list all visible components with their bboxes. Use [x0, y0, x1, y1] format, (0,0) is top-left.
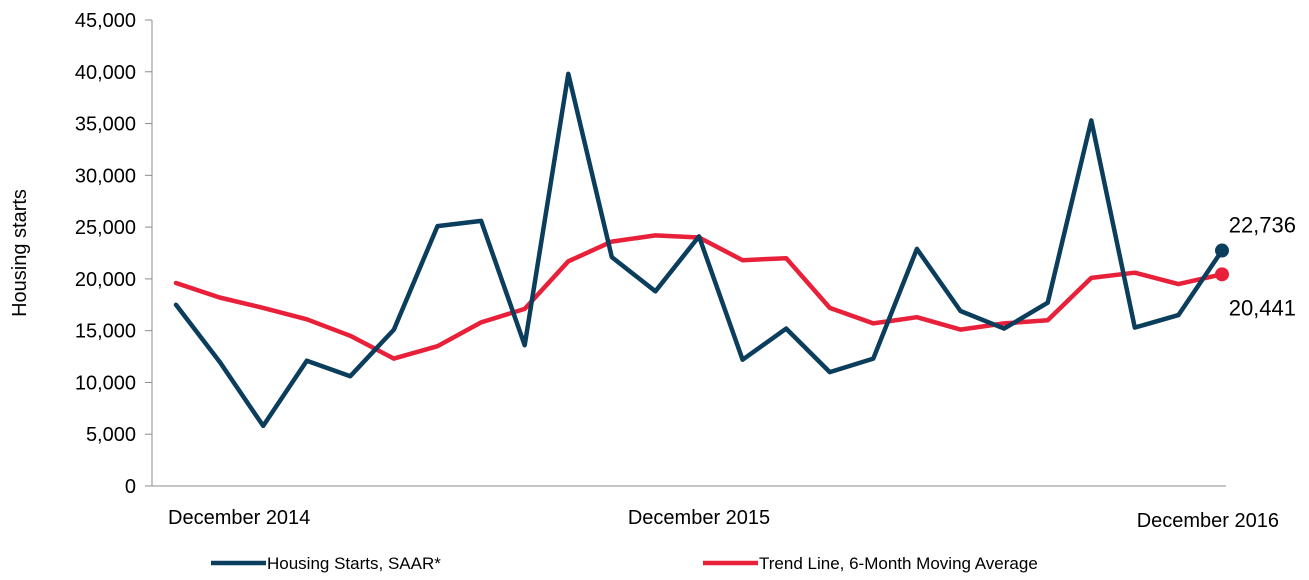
y-tick-label: 0	[125, 476, 136, 498]
legend-label-0: Housing Starts, SAAR*	[267, 554, 441, 573]
series-end-marker-1	[1215, 267, 1229, 282]
x-tick-label: December 2015	[628, 507, 770, 529]
y-tick-label: 10,000	[75, 372, 136, 394]
x-tick-label: December 2016	[1137, 510, 1279, 532]
y-tick-label: 35,000	[75, 114, 136, 136]
y-axis-title: Housing starts	[9, 189, 31, 317]
series-line-0	[173, 71, 1225, 429]
y-tick-label: 20,000	[75, 269, 136, 291]
legend: Housing Starts, SAAR* Trend Line, 6-Month…	[211, 554, 1038, 573]
y-tick-label: 25,000	[75, 217, 136, 239]
y-tick-label: 30,000	[75, 165, 136, 187]
series-end-marker-0	[1215, 243, 1229, 258]
y-tick-label: 15,000	[75, 321, 136, 343]
x-axis: December 2014 December 2015 December 2016	[152, 485, 1279, 532]
y-tick-label: 40,000	[75, 62, 136, 84]
y-tick-label: 45,000	[75, 10, 136, 32]
series-end-label-0: 22,736	[1229, 213, 1296, 238]
series-end-label-1: 20,441	[1229, 295, 1296, 320]
y-tick-label: 5,000	[86, 424, 136, 446]
y-axis: 0 5,000 10,000 15,000 20,000 25,000 30,000 35,0…	[9, 10, 153, 498]
series-line-1	[173, 233, 1225, 361]
x-tick-label: December 2014	[168, 507, 310, 529]
series-layer: 22,736 20,441	[173, 71, 1296, 429]
legend-label-1: Trend Line, 6-Month Moving Average	[759, 554, 1038, 573]
